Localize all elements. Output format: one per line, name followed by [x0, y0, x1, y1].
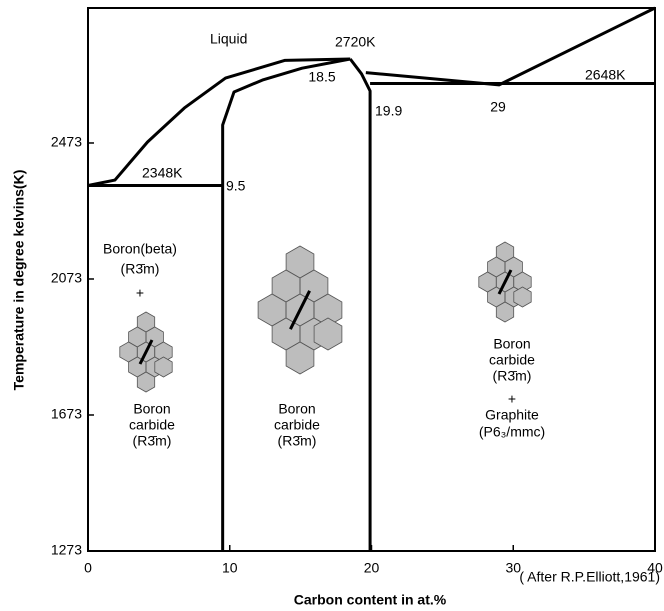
annotation: 2720K [335, 34, 376, 50]
x-tick-label: 40 [647, 560, 663, 576]
region-label: Boron [493, 336, 530, 352]
y-tick-label: 2473 [51, 134, 82, 150]
region-label: Boron [278, 401, 315, 417]
x-tick-label: 10 [222, 560, 238, 576]
region-label: (R3̄m) [121, 261, 160, 277]
x-tick-label: 0 [84, 560, 92, 576]
chart: Carbon content in at.% Temperature in de… [0, 0, 664, 611]
source-note: ( After R.P.Elliott,1961) [519, 569, 660, 585]
y-tick-label: 1273 [51, 542, 82, 558]
region-label: (R3̄m) [278, 433, 317, 449]
annotation: 19.9 [375, 103, 402, 119]
x-tick-label: 20 [364, 560, 380, 576]
region-label: + [136, 285, 144, 301]
x-axis-label: Carbon content in at.% [294, 592, 447, 608]
x-tick-label: 30 [505, 560, 521, 576]
region-label: (P6₃/mmc) [479, 424, 545, 440]
region-label: Graphite [485, 407, 539, 423]
y-axis-label: Temperature in degree kelvins(K) [11, 170, 27, 391]
region-label: Boron(beta) [103, 241, 177, 257]
annotation: Liquid [210, 31, 247, 47]
annotation: 9.5 [226, 178, 246, 194]
region-label: carbide [274, 417, 320, 433]
phase-boundary [350, 59, 370, 551]
annotation: 18.5 [308, 69, 335, 85]
annotation: 2348K [142, 165, 183, 181]
region-label: Boron [133, 401, 170, 417]
region-label: (R3̄m) [493, 368, 532, 384]
region-label: + [508, 391, 516, 407]
annotation: 29 [490, 99, 506, 115]
region-label: (R3̄m) [133, 433, 172, 449]
region-label: carbide [489, 352, 535, 368]
y-tick-label: 1673 [51, 406, 82, 422]
region-label: carbide [129, 417, 175, 433]
y-tick-label: 2073 [51, 270, 82, 286]
annotation: 2648K [585, 67, 626, 83]
